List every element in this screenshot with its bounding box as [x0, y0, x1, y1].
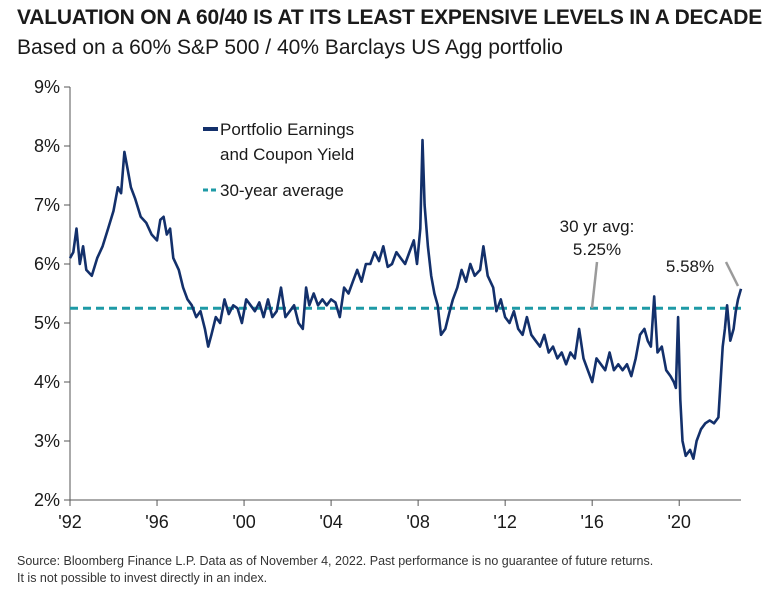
legend-label-portfolio-1: Portfolio Earnings: [220, 120, 354, 139]
chart-subtitle: Based on a 60% S&P 500 / 40% Barclays US…: [17, 36, 563, 59]
y-tick-label: 6%: [34, 254, 60, 274]
series-line-portfolio-yield: [68, 138, 743, 460]
chart-series: [68, 138, 743, 460]
legend-label-average: 30-year average: [220, 181, 344, 200]
legend-label-portfolio-2: and Coupon Yield: [220, 145, 354, 164]
source-line-2: It is not possible to invest directly in…: [17, 571, 268, 585]
y-tick-label: 8%: [34, 136, 60, 156]
x-tick-label: '20: [667, 512, 690, 532]
y-tick-label: 3%: [34, 431, 60, 451]
x-tick-label: '12: [493, 512, 516, 532]
source-note: Source: Bloomberg Finance L.P. Data as o…: [17, 553, 653, 587]
chart-title: VALUATION ON A 60/40 IS AT ITS LEAST EXP…: [17, 6, 763, 29]
x-tick-label: '96: [145, 512, 168, 532]
y-tick-label: 5%: [34, 313, 60, 333]
x-tick-label: '16: [580, 512, 603, 532]
chart-axes: 2% 3% 4% 5% 6% 7% 8% 9% '92 '96 '00 '04 '08 '12 '16 '20: [34, 77, 741, 532]
annotation-avg-line2: 5.25%: [573, 240, 621, 259]
y-tick-label: 4%: [34, 372, 60, 392]
y-tick-label: 2%: [34, 490, 60, 510]
chart-annotations: 30 yr avg: 5.25% 5.58%: [560, 217, 740, 309]
y-tick-label: 9%: [34, 77, 60, 97]
source-line-1: Source: Bloomberg Finance L.P. Data as o…: [17, 554, 654, 568]
annotation-avg-pointer: [590, 261, 599, 309]
y-tick-label: 7%: [34, 195, 60, 215]
x-tick-label: '00: [232, 512, 255, 532]
x-tick-label: '04: [319, 512, 342, 532]
annotation-avg-line1: 30 yr avg:: [560, 217, 635, 236]
chart-legend: Portfolio Earnings and Coupon Yield 30-y…: [203, 120, 354, 200]
x-tick-label: '92: [58, 512, 81, 532]
x-tick-label: '08: [406, 512, 429, 532]
annotation-latest-value: 5.58%: [666, 257, 714, 276]
annotation-latest-pointer: [724, 261, 740, 287]
